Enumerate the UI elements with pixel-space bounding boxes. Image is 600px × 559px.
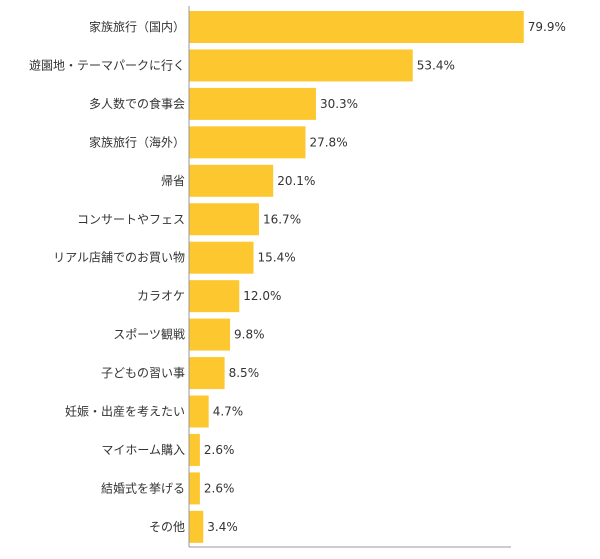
bar-2	[189, 49, 413, 82]
category-label-11: 妊娠・出産を考えたい	[65, 404, 185, 419]
bar-6	[189, 203, 259, 236]
bar-7	[189, 241, 254, 274]
category-label-14: その他	[149, 520, 185, 534]
value-label-9: 9.8%	[234, 328, 265, 342]
category-label-6: コンサートやフェス	[77, 212, 185, 226]
value-label-14: 3.4%	[207, 520, 238, 534]
category-label-9: スポーツ観戦	[113, 328, 185, 342]
value-labels: 79.9% 53.4% 30.3% 27.8% 20.1% 16.7% 15.4% 12.0%…	[204, 20, 566, 534]
bar-5	[189, 164, 274, 197]
category-label-5: 帰省	[161, 174, 185, 188]
value-label-12: 2.6%	[204, 443, 235, 457]
bar-13	[189, 472, 200, 505]
bar-10	[189, 357, 225, 390]
value-label-3: 30.3%	[320, 97, 358, 111]
value-label-8: 12.0%	[243, 289, 281, 303]
value-label-4: 27.8%	[309, 135, 347, 149]
value-label-2: 53.4%	[417, 58, 455, 72]
value-label-10: 8.5%	[229, 366, 260, 380]
bars-layer	[189, 11, 524, 543]
bar-14	[189, 510, 204, 543]
category-label-7: リアル店舗でのお買い物	[53, 251, 185, 265]
bar-4	[189, 126, 306, 159]
bar-8	[189, 280, 240, 313]
value-label-1: 79.9%	[528, 20, 566, 34]
value-label-7: 15.4%	[258, 251, 296, 265]
value-label-13: 2.6%	[204, 481, 235, 495]
category-label-13: 結婚式を挙げる	[101, 481, 185, 495]
category-label-2: 遊園地・テーマパークに行く	[29, 57, 185, 72]
category-label-1: 家族旅行（国内）	[89, 19, 185, 34]
value-label-11: 4.7%	[213, 405, 244, 419]
category-label-10: 子どもの習い事	[101, 366, 185, 380]
value-label-5: 20.1%	[277, 174, 315, 188]
bar-3	[189, 87, 316, 120]
bar-9	[189, 318, 231, 351]
category-label-8: カラオケ	[137, 289, 185, 303]
bar-12	[189, 433, 200, 466]
bar-1	[189, 11, 524, 43]
bar-11	[189, 395, 209, 428]
category-label-4: 家族旅行（海外）	[89, 134, 185, 149]
category-label-12: マイホーム購入	[101, 443, 185, 457]
value-label-6: 16.7%	[263, 212, 301, 226]
category-label-3: 多人数での食事会	[89, 96, 185, 111]
